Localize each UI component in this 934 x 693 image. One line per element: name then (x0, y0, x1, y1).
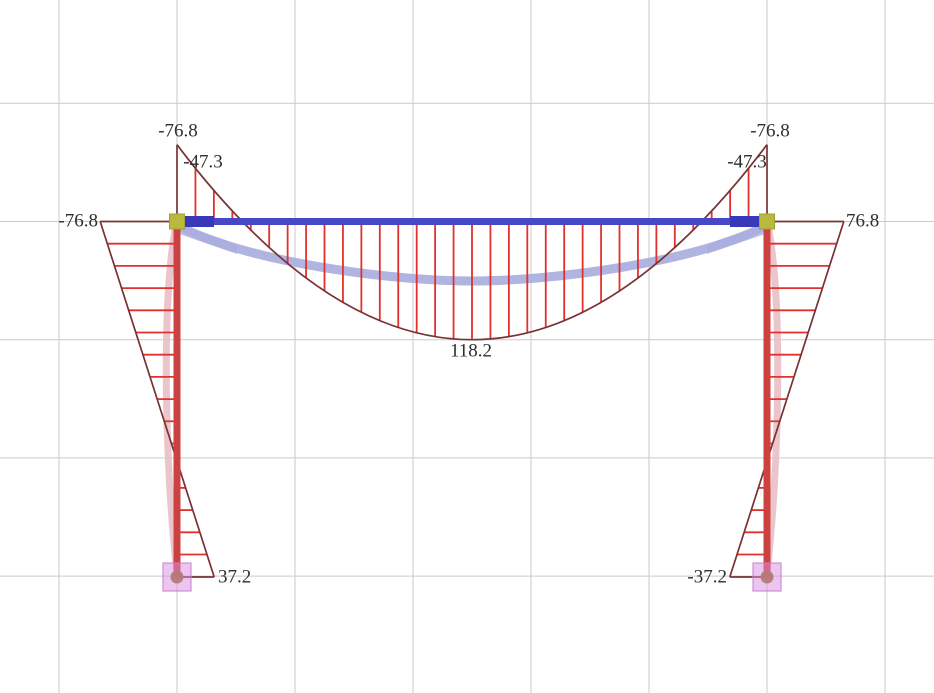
column-base-moment-left-label: 37.2 (218, 566, 251, 587)
node-top-right[interactable] (759, 213, 775, 230)
deflected-shape-column-left (162, 222, 181, 576)
beam-face-moment-left-label: -47.3 (183, 151, 223, 172)
beam-member[interactable] (177, 218, 767, 225)
beam-end-moment-right-label: -76.8 (750, 120, 790, 141)
moment-outline-column-right (728, 221, 845, 578)
column-top-moment-left-label: -76.8 (58, 210, 98, 231)
beam-face-moment-right-label: -47.3 (727, 151, 767, 172)
beam-rigid-end-left (181, 216, 214, 227)
beam-midspan-moment-label: 118.2 (450, 340, 492, 361)
beam-end-moment-left-label: -76.8 (158, 120, 198, 141)
deflected-shape-column-right (763, 222, 782, 576)
moment-outline-beam (176, 144, 768, 341)
column-top-moment-right-label: 76.8 (846, 210, 879, 231)
support-core-left (170, 570, 184, 584)
column-member-right[interactable] (763, 221, 771, 578)
column-base-moment-right-label: -37.2 (687, 566, 727, 587)
support-core-right (760, 570, 774, 584)
node-top-left[interactable] (169, 213, 185, 230)
beam-rigid-end-right (730, 216, 763, 227)
deflected-shape-beam-end-right (707, 224, 765, 254)
moment-outline-column-left (99, 221, 216, 578)
column-member-left[interactable] (173, 221, 181, 578)
deflected-shape-beam-end-left (179, 224, 237, 254)
